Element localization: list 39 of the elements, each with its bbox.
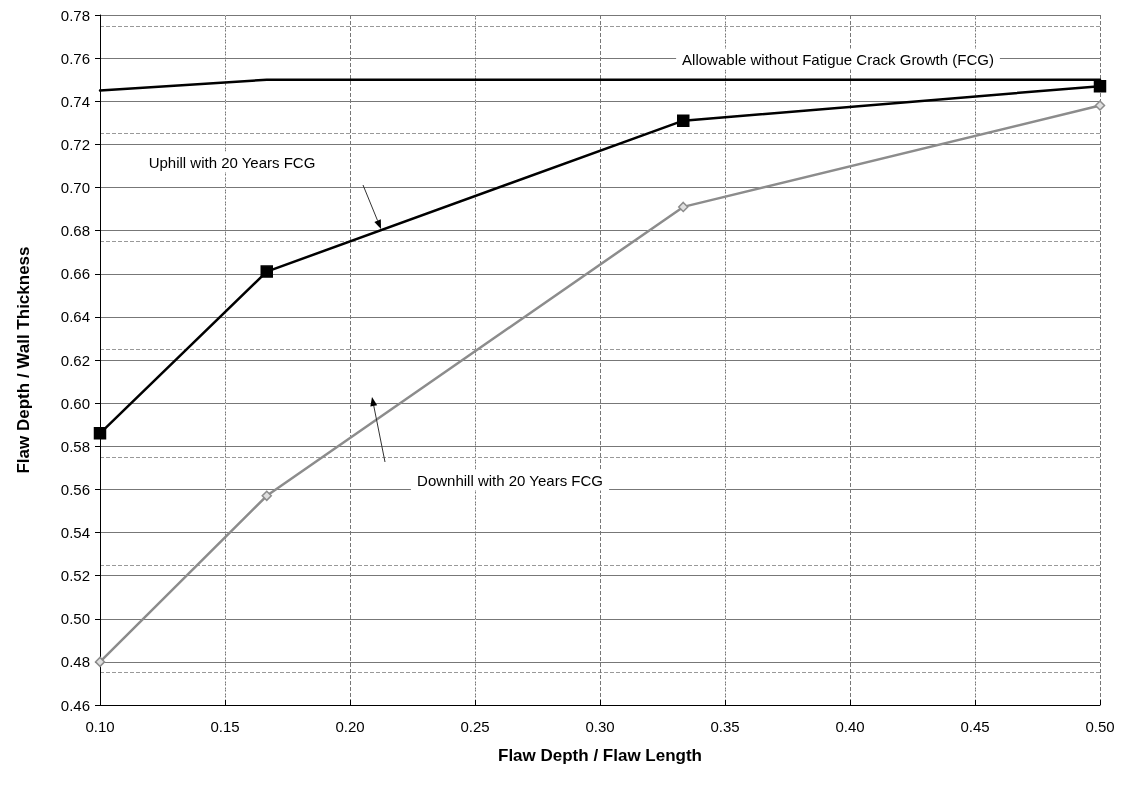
x-tick-label: 0.15 xyxy=(210,718,240,735)
point xyxy=(261,490,272,502)
y-tick-label: 0.62 xyxy=(60,351,90,369)
x-tick-label: 0.20 xyxy=(335,718,365,735)
y-tick-label: 0.68 xyxy=(60,222,90,240)
y-tick-label: 0.60 xyxy=(60,394,90,412)
x-tick-label: 0.30 xyxy=(585,718,615,735)
y-tick-label: 0.58 xyxy=(60,437,90,455)
point xyxy=(1094,100,1106,111)
point xyxy=(260,265,273,278)
y-tick-label: 0.66 xyxy=(60,265,90,283)
y-tick-label: 0.76 xyxy=(60,49,90,67)
point xyxy=(93,427,107,440)
x-tick-label: 0.40 xyxy=(835,718,865,735)
point xyxy=(1093,79,1107,93)
point xyxy=(94,656,106,668)
y-tick-label: 0.56 xyxy=(60,480,90,498)
y-tick-label: 0.74 xyxy=(60,92,90,110)
x-tick-label: 0.10 xyxy=(85,718,115,735)
y-tick-label: 0.54 xyxy=(60,524,90,541)
y-tick-label: 0.46 xyxy=(60,696,90,714)
y-tick-label: 0.70 xyxy=(60,179,90,196)
y-axis-title: Flaw Depth / Wall Thickness xyxy=(14,246,33,474)
y-tick-label: 0.78 xyxy=(60,6,90,24)
x-tick-label: 0.35 xyxy=(710,718,740,735)
y-tick-label: 0.64 xyxy=(60,308,90,326)
annotation: Allowable without Fatigue Crack Growth (FCG) xyxy=(682,50,994,68)
annotation: Uphill with 20 Years FCG xyxy=(148,153,316,171)
annotation: Downhill with 20 Years FCG xyxy=(417,471,603,489)
point xyxy=(677,114,690,127)
x-axis-title: Flaw Depth / Flaw Length xyxy=(498,746,702,765)
y-tick-label: 0.72 xyxy=(60,135,90,153)
y-tick-label: 0.50 xyxy=(60,610,90,628)
y-tick-label: 0.48 xyxy=(60,653,90,671)
point xyxy=(678,201,689,213)
y-tick-label: 0.52 xyxy=(60,567,90,585)
x-tick-label: 0.25 xyxy=(460,718,490,735)
x-tick-label: 0.50 xyxy=(1085,718,1115,735)
x-tick-label: 0.45 xyxy=(960,718,990,735)
